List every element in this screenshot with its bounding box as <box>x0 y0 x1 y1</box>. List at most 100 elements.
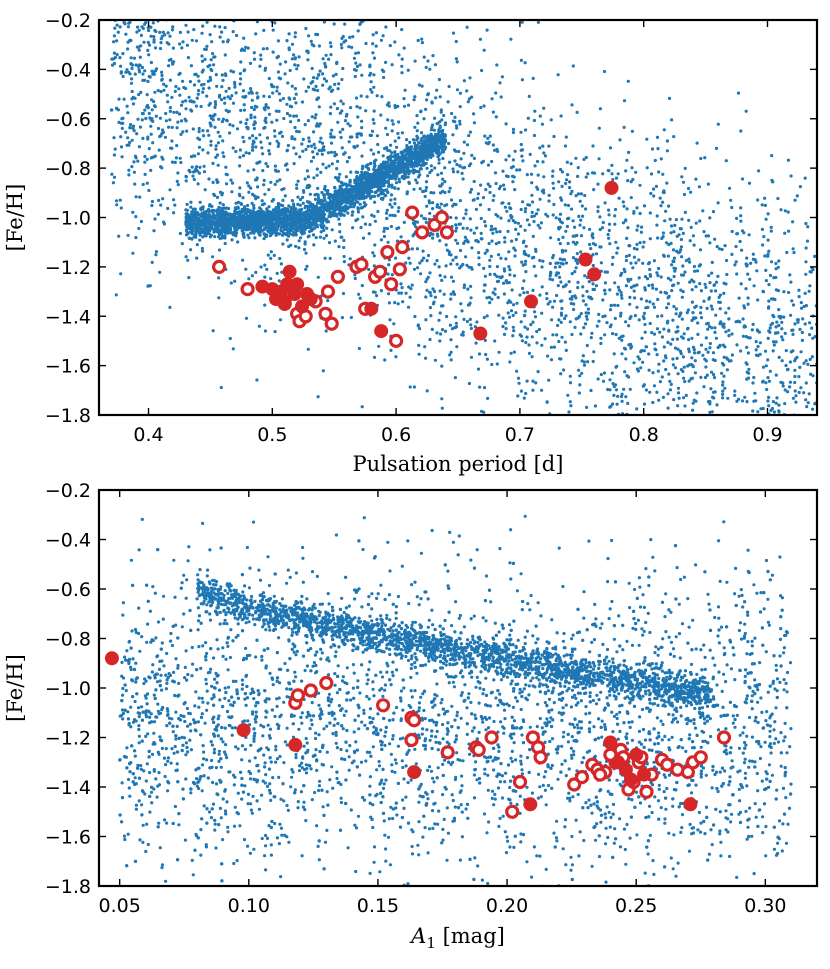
background-point <box>416 324 420 328</box>
background-point <box>146 40 150 45</box>
background-point <box>192 83 197 87</box>
background-point <box>591 232 595 236</box>
background-point <box>639 297 644 301</box>
background-point <box>766 399 770 403</box>
background-point <box>447 84 451 89</box>
background-point <box>192 100 196 104</box>
background-point <box>554 216 558 220</box>
background-point <box>196 211 200 215</box>
background-point <box>422 189 426 193</box>
background-point <box>614 388 619 392</box>
background-point <box>511 334 515 338</box>
background-point <box>291 202 296 206</box>
background-point <box>490 239 494 243</box>
background-point <box>424 156 429 161</box>
background-point <box>537 327 542 332</box>
background-point <box>113 26 117 30</box>
background-point <box>418 327 422 331</box>
background-point <box>736 91 741 95</box>
background-point <box>301 137 305 141</box>
background-point <box>389 193 394 197</box>
background-point <box>223 96 227 100</box>
background-point <box>492 418 495 421</box>
background-point <box>267 112 272 116</box>
background-point <box>559 280 563 284</box>
background-point <box>147 43 152 47</box>
background-point <box>721 392 725 396</box>
background-point <box>530 355 534 359</box>
background-point <box>337 217 341 221</box>
background-point <box>242 207 246 211</box>
background-point <box>387 292 391 296</box>
background-point <box>584 175 588 179</box>
background-point <box>811 336 815 340</box>
background-point <box>404 291 408 295</box>
background-point <box>312 76 316 80</box>
background-point <box>263 275 267 279</box>
background-point <box>740 177 745 181</box>
background-point <box>648 267 652 272</box>
background-point <box>214 73 218 77</box>
background-point <box>216 163 220 167</box>
background-point <box>458 105 462 109</box>
background-point <box>760 227 765 231</box>
background-point <box>207 86 211 90</box>
background-point <box>205 94 209 98</box>
background-point <box>668 217 672 221</box>
background-point <box>802 361 806 365</box>
background-point <box>580 204 584 208</box>
background-point <box>532 214 537 218</box>
background-point <box>532 133 537 138</box>
background-point <box>437 158 441 162</box>
background-point <box>574 266 578 270</box>
background-point <box>435 232 439 236</box>
background-point <box>482 410 486 414</box>
background-point <box>653 158 657 163</box>
background-point <box>766 336 770 340</box>
background-point <box>160 132 164 136</box>
background-point <box>126 47 130 51</box>
background-point <box>227 109 231 113</box>
background-point <box>238 164 242 168</box>
background-point <box>612 384 616 389</box>
background-point <box>519 320 523 324</box>
background-point <box>267 76 271 81</box>
background-point <box>651 286 655 290</box>
background-point <box>360 154 364 158</box>
background-point <box>472 121 476 125</box>
background-point <box>215 211 219 215</box>
background-point <box>352 56 356 60</box>
background-point <box>347 140 351 144</box>
background-point <box>465 263 469 267</box>
background-point <box>168 188 172 192</box>
background-point <box>458 119 462 123</box>
background-point <box>624 258 629 263</box>
background-point <box>445 203 449 207</box>
background-point <box>532 118 537 123</box>
background-point <box>492 194 496 198</box>
background-point <box>217 276 221 280</box>
background-point <box>368 223 372 227</box>
background-point <box>660 314 664 318</box>
background-point <box>227 86 231 90</box>
background-point <box>668 388 673 392</box>
background-point <box>393 153 397 157</box>
background-point <box>809 372 813 376</box>
background-point <box>613 222 617 226</box>
background-point <box>373 243 377 247</box>
background-point <box>559 220 563 224</box>
background-point <box>798 327 802 331</box>
background-point <box>737 417 740 420</box>
background-point <box>624 284 629 288</box>
background-point <box>233 206 237 210</box>
background-point <box>220 233 224 237</box>
background-point <box>515 168 519 172</box>
background-point <box>799 386 803 390</box>
background-point <box>402 220 406 224</box>
background-point <box>394 256 398 260</box>
background-point <box>540 122 545 126</box>
background-point <box>265 136 270 140</box>
background-point <box>283 194 287 198</box>
background-point <box>477 352 482 356</box>
background-point <box>140 111 144 116</box>
